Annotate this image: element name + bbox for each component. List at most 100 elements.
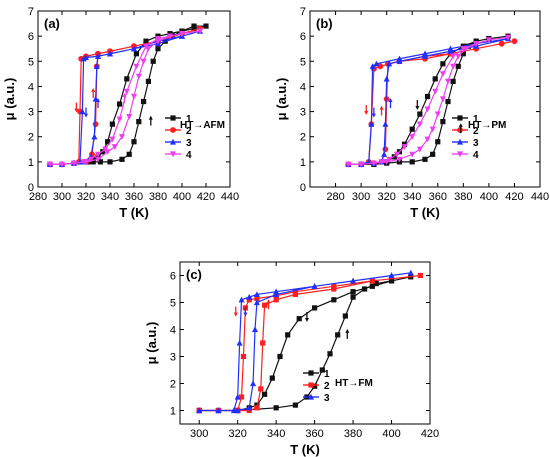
data-point — [342, 313, 348, 319]
data-point — [79, 108, 86, 115]
data-point — [234, 393, 241, 400]
data-point — [432, 88, 439, 95]
legend-label: 4 — [473, 150, 479, 161]
legend-label: 3 — [186, 138, 192, 149]
x-tick-label: 380 — [344, 428, 362, 440]
data-point — [126, 151, 132, 157]
data-point — [215, 407, 222, 414]
y-tick-label: 4 — [170, 325, 176, 337]
series-4 — [47, 28, 203, 168]
y-tick-label: 7 — [300, 6, 306, 18]
data-point — [117, 101, 123, 107]
data-point — [473, 41, 480, 47]
data-point — [401, 144, 408, 150]
legend-marker — [170, 151, 176, 158]
plot-frame — [179, 261, 431, 425]
data-point — [254, 405, 260, 411]
x-tick-label: 380 — [149, 191, 167, 203]
data-point — [505, 34, 512, 41]
data-point — [440, 119, 446, 125]
legend-label: 4 — [186, 150, 192, 161]
legend-marker — [457, 127, 463, 133]
data-point — [460, 46, 467, 52]
data-point — [511, 38, 518, 45]
data-point — [150, 58, 156, 64]
data-point — [262, 302, 268, 308]
x-tick-label: 440 — [531, 191, 549, 203]
data-point — [273, 405, 279, 411]
data-point — [358, 161, 365, 168]
arrow-down-icon — [74, 102, 79, 113]
x-tick-label: 300 — [352, 191, 370, 203]
data-point — [100, 149, 106, 155]
data-point — [292, 291, 298, 297]
data-point — [97, 159, 103, 165]
legend-label: 2 — [186, 126, 192, 137]
arrow-up-icon — [379, 105, 384, 116]
data-point — [386, 156, 393, 163]
data-point — [485, 37, 492, 44]
legend-marker — [308, 370, 314, 376]
legend-label: 3 — [473, 138, 479, 149]
y-tick-label: 5 — [300, 56, 306, 68]
data-point — [391, 154, 397, 160]
data-point — [435, 139, 441, 145]
x-tick-label: 360 — [429, 191, 447, 203]
data-point — [246, 297, 252, 303]
arrow-down-icon — [364, 105, 369, 116]
arrow-up-icon — [96, 98, 100, 109]
data-point — [434, 111, 441, 118]
x-tick-label: 300 — [53, 191, 71, 203]
data-point — [250, 380, 257, 387]
data-point — [381, 151, 388, 157]
data-point — [131, 139, 137, 145]
data-point — [450, 63, 457, 70]
data-point — [197, 28, 203, 35]
series-line — [348, 36, 509, 165]
data-point — [234, 407, 241, 414]
data-point — [91, 133, 98, 140]
legend-marker — [170, 115, 176, 121]
data-point — [135, 73, 142, 80]
legend-label: 1 — [186, 114, 192, 125]
data-point — [252, 326, 258, 333]
y-tick-label: 0 — [28, 182, 34, 194]
legend-marker — [457, 115, 463, 121]
data-point — [246, 404, 253, 411]
legend-label: 1 — [324, 369, 330, 380]
data-point — [416, 121, 423, 128]
data-point — [107, 159, 113, 165]
data-point — [460, 51, 466, 57]
data-point — [238, 394, 245, 400]
data-point — [109, 121, 115, 127]
data-point — [362, 286, 368, 292]
data-point — [369, 63, 376, 69]
data-point — [331, 297, 337, 303]
data-point — [203, 23, 209, 29]
y-tick-label: 3 — [300, 107, 306, 119]
y-axis-label: μ (a.u.) — [144, 322, 159, 365]
data-point — [345, 161, 352, 168]
legend: 123 — [303, 369, 330, 404]
x-tick-label: 300 — [190, 428, 208, 440]
x-tick-label: 320 — [377, 191, 395, 203]
y-tick-label: 0 — [300, 182, 306, 194]
data-point — [455, 53, 462, 60]
data-point — [378, 159, 385, 166]
data-point — [350, 289, 356, 295]
arrow-down-icon — [233, 306, 238, 317]
data-point — [422, 156, 428, 162]
data-point — [386, 60, 393, 67]
data-point — [432, 76, 438, 82]
legend-marker — [170, 127, 176, 133]
data-point — [416, 146, 423, 153]
data-point — [95, 151, 101, 158]
x-tick-label: 320 — [77, 191, 95, 203]
data-point — [124, 76, 130, 82]
data-point — [350, 277, 357, 284]
data-point — [296, 316, 302, 322]
data-point — [136, 119, 142, 125]
data-point — [143, 38, 149, 44]
x-tick-label: 340 — [101, 191, 119, 203]
data-point — [260, 340, 266, 346]
